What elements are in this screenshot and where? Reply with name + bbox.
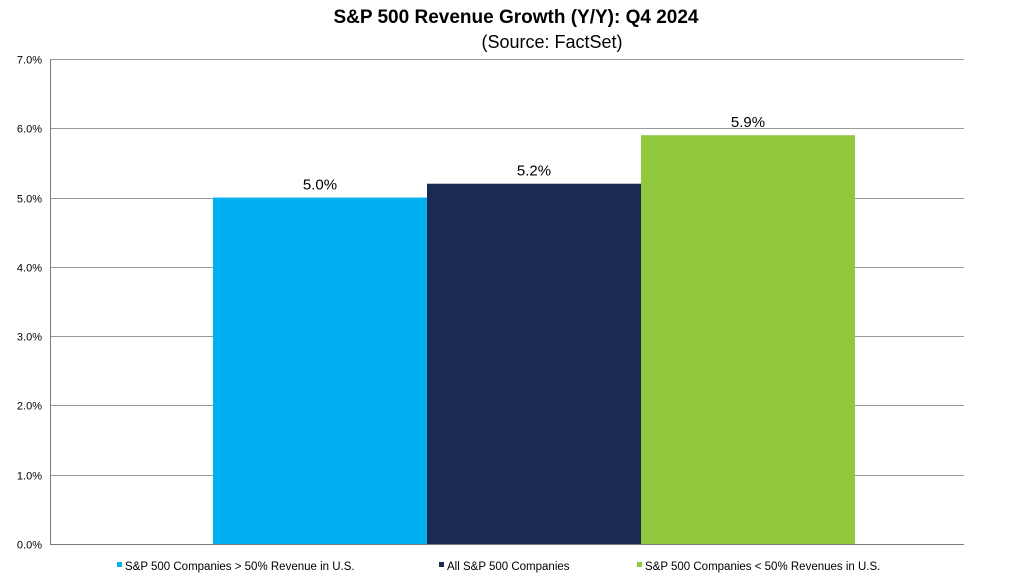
legend-label: All S&P 500 Companies	[447, 561, 570, 573]
legend-swatch	[439, 562, 444, 567]
bar	[213, 197, 427, 545]
legend-swatch	[117, 562, 122, 567]
bar	[641, 135, 855, 544]
y-tick-label: 7.0%	[17, 55, 42, 67]
y-tick-label: 1.0%	[17, 471, 42, 483]
y-tick-label: 2.0%	[17, 401, 42, 413]
chart-title: S&P 500 Revenue Growth (Y/Y): Q4 2024	[333, 7, 698, 28]
y-tick-label: 4.0%	[17, 263, 42, 275]
legend-swatch	[637, 562, 642, 567]
y-tick-label: 5.0%	[17, 194, 42, 206]
data-label: 5.9%	[731, 114, 765, 131]
data-label: 5.2%	[517, 163, 551, 180]
legend-label: S&P 500 Companies < 50% Revenues in U.S.	[645, 561, 880, 573]
bar	[427, 183, 641, 544]
data-label: 5.0%	[303, 177, 337, 194]
y-tick-label: 0.0%	[17, 540, 42, 552]
legend: S&P 500 Companies > 50% Revenue in U.S. A…	[117, 561, 880, 573]
y-axis-ticks: 0.0% 1.0% 2.0% 3.0% 4.0% 5.0% 6.0% 7.0%	[17, 55, 42, 552]
chart-subtitle: (Source: FactSet)	[481, 32, 622, 52]
legend-label: S&P 500 Companies > 50% Revenue in U.S.	[125, 561, 355, 573]
data-labels: 5.0% 5.2% 5.9%	[303, 114, 765, 193]
y-tick-label: 6.0%	[17, 124, 42, 136]
bars	[213, 135, 855, 545]
y-tick-label: 3.0%	[17, 332, 42, 344]
